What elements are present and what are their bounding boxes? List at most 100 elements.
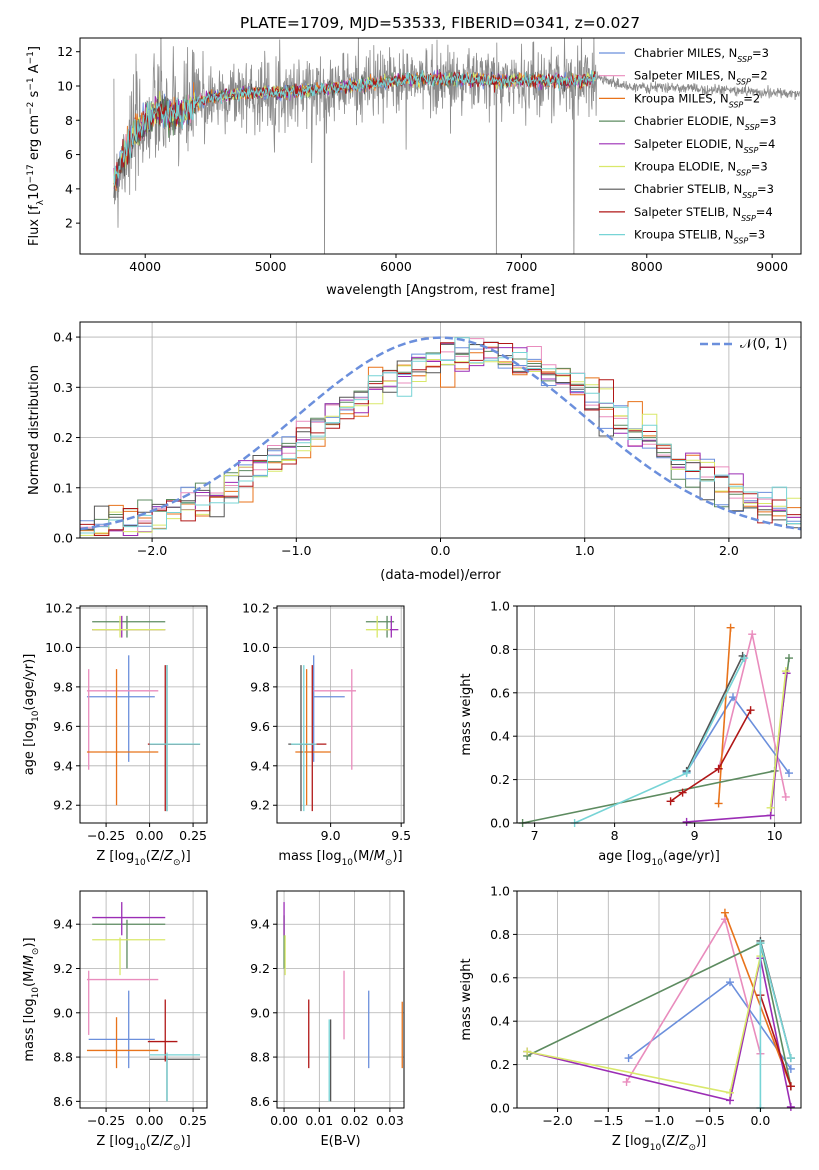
spectrum-panel: Chabrier MILES, NSSP=3 Salpeter MILES, NS… [26, 37, 802, 298]
y-tick-label: 10.2 [45, 600, 73, 615]
legend-label-kroupa-stelib: Kroupa STELIB, NSSP=3 [634, 228, 765, 246]
plot-frame [79, 890, 208, 1109]
weight-vs-age-panel: 7 8 9 10 0.0 0.2 0.4 0.6 0.8 1.0 age [log10(age/yr… [459, 599, 802, 868]
x-tick-label: 6000 [380, 259, 412, 274]
y-tick-label: 0.4 [490, 1014, 510, 1029]
weight-marker-kroupa-elodie [781, 667, 790, 676]
y-tick-label: 9.8 [53, 679, 73, 694]
plot-frame [516, 605, 802, 824]
weight-marker-kroupa-elodie [766, 803, 775, 812]
legend-label-normal: 𝒩(0, 1) [740, 337, 787, 352]
x-tick-label: 0.0 [750, 1113, 770, 1128]
weight-vs-metallicity-panel: −2.0 −1.5 −1.0 −0.5 0.0 0.0 0.2 0.4 0.6 0.8 1.0 Z [… [459, 884, 802, 1153]
y-tick-label: 8 [65, 113, 73, 128]
y-axis-label: mass [log10(M/M⊙)] [22, 937, 41, 1061]
weight-line-salpeter-stelib [670, 709, 752, 802]
errorbar-kroupa-stelib [291, 665, 317, 812]
y-tick-label: 9.4 [53, 758, 73, 773]
y-axis-label: Flux [fλ10−17 erg cm−2 s−1 A−1] [26, 46, 46, 246]
x-axis-label: Z [log10(Z/Z⊙)] [96, 849, 190, 868]
y-tick-label: 0.2 [490, 772, 510, 787]
plot-frame [276, 605, 405, 824]
y-tick-label: 10 [57, 79, 73, 94]
model-line-kroupa-stelib [113, 69, 596, 186]
legend-label-chabrier-elodie: Chabrier ELODIE, NSSP=3 [634, 114, 776, 132]
errorbar-kroupa-stelib [149, 665, 201, 812]
errorbar-chabrier-elodie [92, 919, 166, 969]
y-tick-label: 0.1 [53, 480, 73, 495]
weight-marker-salpeter-elodie [682, 817, 691, 826]
x-tick-label: 0.25 [179, 828, 207, 843]
errorbar-kroupa-elodie [365, 615, 390, 638]
x-axis-label: E(B-V) [320, 1134, 360, 1149]
x-tick-label: 7 [531, 828, 539, 843]
x-tick-label: −2.0 [542, 1113, 572, 1128]
y-tick-label: 9.4 [53, 917, 73, 932]
legend-label-salpeter-stelib: Salpeter STELIB, NSSP=4 [634, 205, 773, 223]
weight-marker-salpeter-miles [781, 792, 790, 801]
y-tick-label: 8.8 [53, 1050, 73, 1065]
weight-marker-chabrier-miles [624, 1054, 633, 1063]
errorbar-salpeter-stelib [147, 999, 178, 1062]
plot-frame [276, 890, 405, 1109]
mass-vs-metallicity-panel: −0.25 0.00 0.25 8.6 8.8 9.0 9.2 9.4 Z [log10(Z/Z… [22, 890, 208, 1153]
weight-marker-chabrier-miles [786, 1064, 795, 1073]
y-tick-label: 0.8 [490, 642, 510, 657]
weight-marker-salpeter-stelib [678, 788, 687, 797]
y-tick-label: 9.2 [250, 798, 270, 813]
errorbar-kroupa-miles [86, 669, 159, 806]
y-tick-label: 0.6 [490, 970, 510, 985]
x-axis-label: age [log10(age/yr)] [598, 849, 720, 868]
errorbar-kroupa-miles [86, 1017, 159, 1069]
legend: Chabrier MILES, NSSP=3 Salpeter MILES, NS… [599, 46, 776, 245]
x-tick-label: 2.0 [719, 543, 739, 558]
weight-marker-salpeter-elodie [786, 1102, 795, 1111]
y-tick-label: 10.0 [45, 640, 73, 655]
weight-marker-salpeter-stelib [714, 764, 723, 773]
weight-marker-salpeter-miles [622, 1077, 631, 1086]
x-tick-label: 0.0 [431, 543, 451, 558]
legend-label-salpeter-elodie: Salpeter ELODIE, NSSP=4 [634, 137, 775, 155]
x-tick-label: −0.25 [87, 828, 125, 843]
errorbar-kroupa-elodie [92, 615, 166, 638]
x-tick-label: −1.0 [281, 543, 311, 558]
errorbar-salpeter-miles [86, 970, 159, 1035]
y-tick-label: 9.0 [250, 1005, 270, 1020]
weight-marker-salpeter-stelib [786, 1082, 795, 1091]
plot-frame [79, 37, 802, 255]
weight-line-chabrier-stelib [685, 655, 744, 772]
legend-label-kroupa-elodie: Kroupa ELODIE, NSSP=3 [634, 160, 768, 178]
y-axis-label: age [log10(age/yr)] [22, 654, 41, 776]
y-tick-label: 10.2 [242, 600, 270, 615]
errorbar-chabrier-miles [86, 655, 155, 762]
weight-marker-chabrier-elodie [785, 654, 793, 663]
y-tick-label: 8.6 [250, 1094, 270, 1109]
y-tick-label: 10.0 [242, 640, 270, 655]
y-tick-label: 1.0 [490, 599, 510, 614]
x-tick-label: 0.03 [376, 1113, 404, 1128]
grid [277, 606, 404, 823]
plot-frame [79, 605, 208, 824]
residuals-panel: 𝒩(0, 1) −2.0 −1.0 0.0 1.0 2.0 0.0 0.1 0.2 0.3 0.4 (… [27, 321, 802, 583]
weight-marker-kroupa-miles [726, 623, 735, 632]
weight-line-salpeter-stelib [759, 994, 792, 1087]
y-axis-label: mass weight [459, 673, 474, 755]
weight-marker-kroupa-miles [714, 799, 723, 808]
y-tick-label: 9.2 [53, 961, 73, 976]
weight-line-salpeter-miles [625, 917, 762, 1083]
errorbar-salpeter-elodie [384, 615, 399, 638]
x-tick-label: 9 [691, 828, 699, 843]
weight-marker-kroupa-stelib [786, 1054, 795, 1063]
weight-marker-salpeter-miles [748, 630, 757, 639]
x-tick-label: 5000 [255, 259, 287, 274]
observed-spectrum-line [113, 38, 800, 254]
y-tick-label: 9.4 [250, 758, 270, 773]
y-tick-label: 9.6 [53, 719, 73, 734]
weight-line-kroupa-elodie [769, 671, 787, 808]
weight-marker-chabrier-miles [726, 978, 734, 987]
legend-label-salpeter-miles: Salpeter MILES, NSSP=2 [634, 69, 768, 87]
x-tick-label: 8 [611, 828, 619, 843]
errorbar-chabrier-miles [313, 655, 345, 762]
y-tick-label: 9.4 [250, 917, 270, 932]
